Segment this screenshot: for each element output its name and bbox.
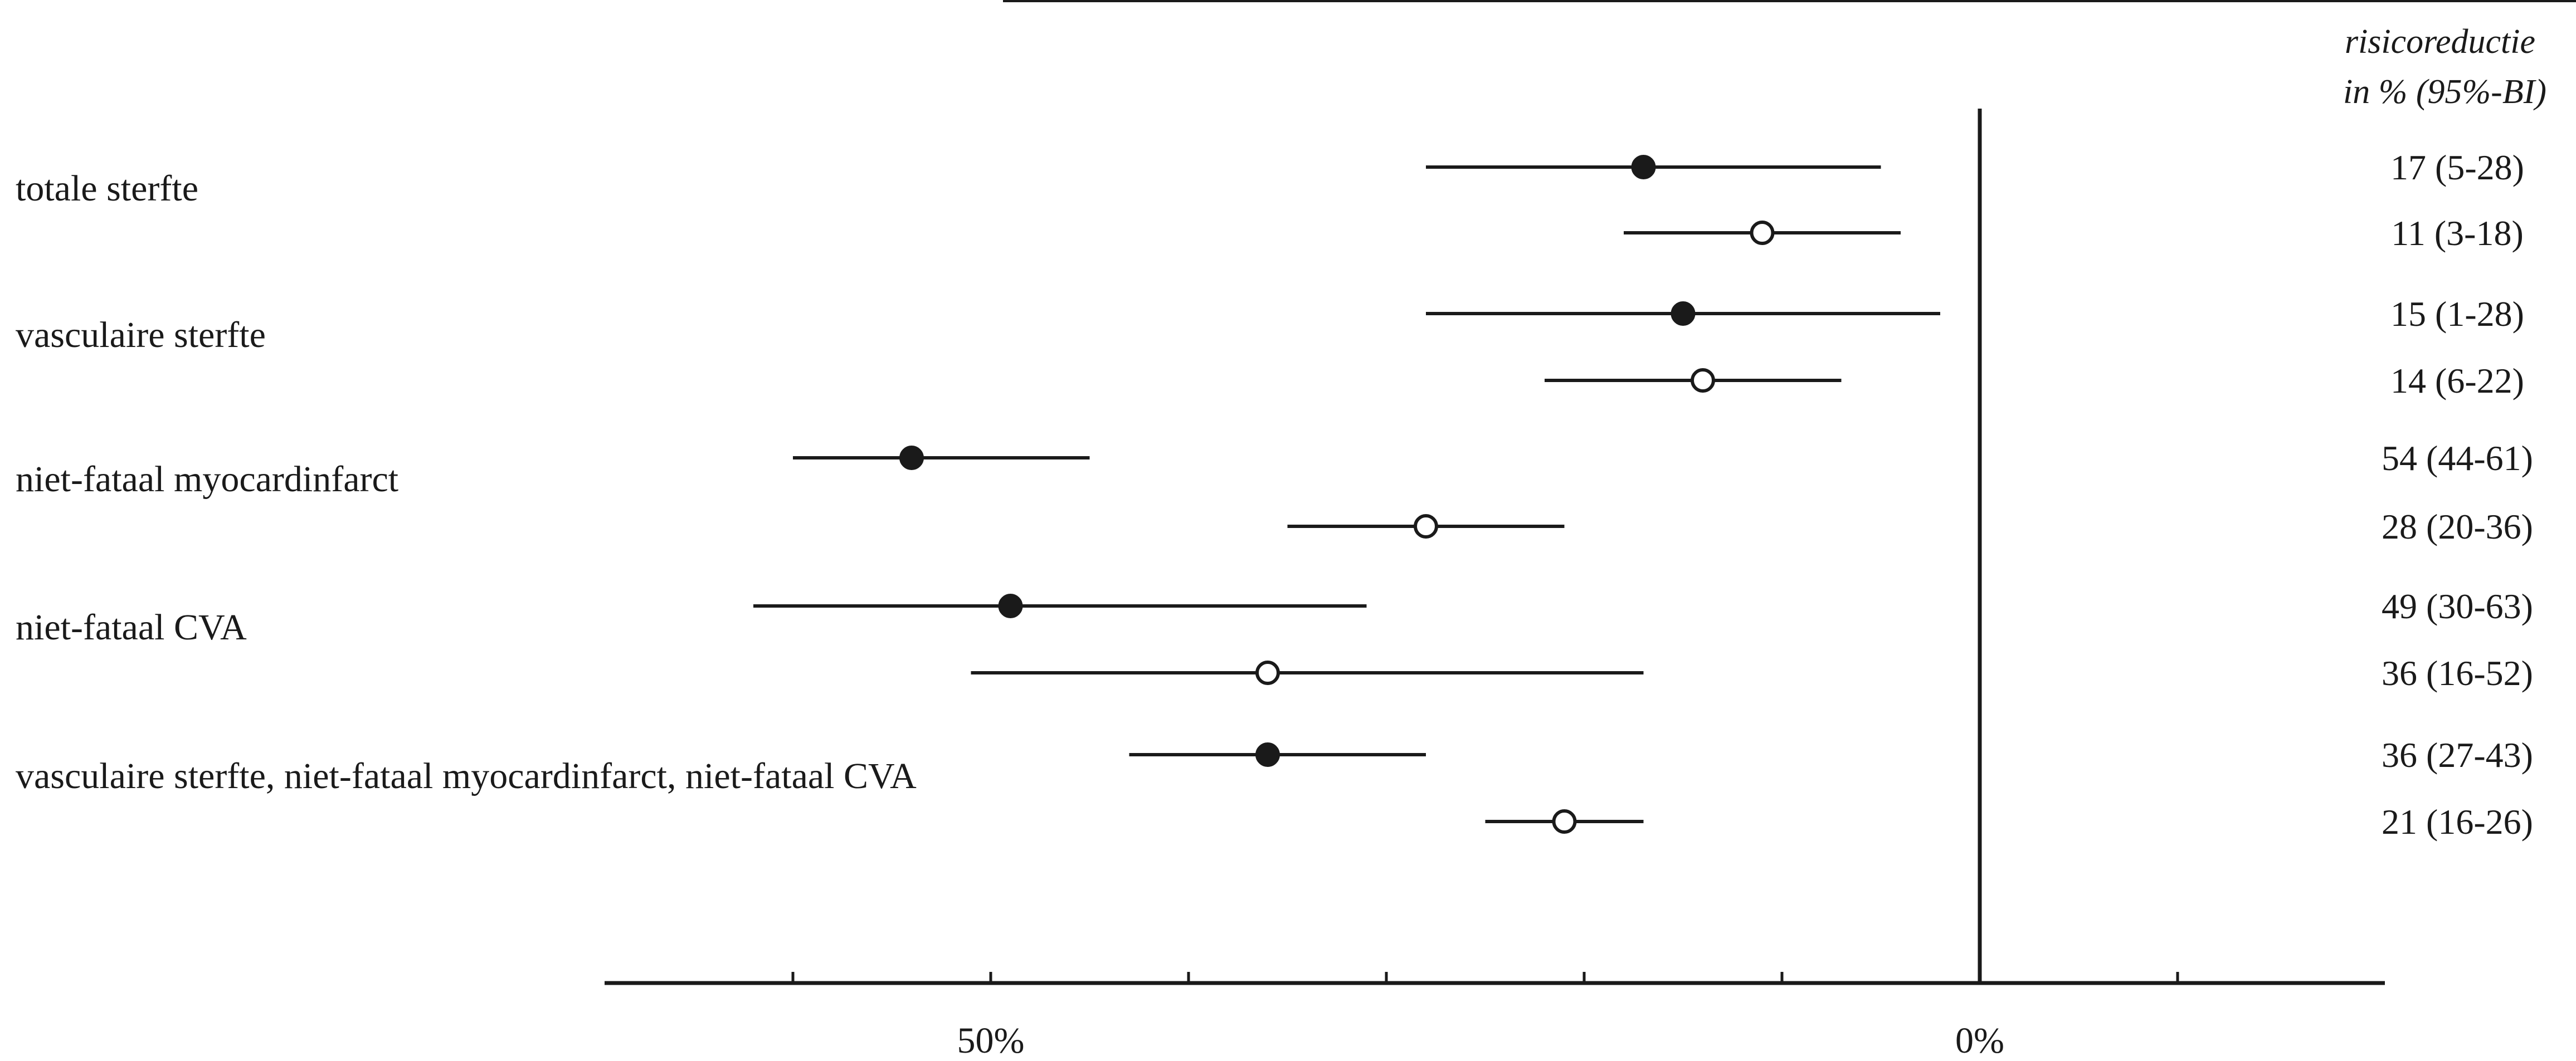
estimate-point-open: [1255, 661, 1280, 685]
risk-reduction-value: 36 (16-52): [2382, 653, 2533, 693]
risk-reduction-value: 49 (30-63): [2382, 586, 2533, 626]
plot-marks: 50% 0% totale sterfte 17 (5-28) 11 (3-18) vas…: [16, 109, 2533, 1061]
estimate-point-filled: [899, 446, 924, 470]
row-label: totale sterfte: [16, 168, 198, 209]
estimate-point-open: [1691, 368, 1715, 393]
estimate-point-open: [1750, 221, 1775, 245]
estimate-point-filled: [998, 594, 1023, 618]
risk-reduction-value: 15 (1-28): [2390, 294, 2524, 334]
x-tick-label: 0%: [1955, 1020, 2004, 1061]
risk-reduction-value: 17 (5-28): [2390, 148, 2524, 187]
risk-reduction-value: 21 (16-26): [2382, 802, 2533, 842]
risk-reduction-value: 28 (20-36): [2382, 507, 2533, 546]
x-tick-label: 50%: [957, 1020, 1025, 1061]
estimate-point-open: [1414, 514, 1438, 539]
estimate-point-filled: [1631, 155, 1656, 179]
risk-reduction-value: 11 (3-18): [2391, 213, 2524, 253]
header-line-1: risicoreductie: [2345, 23, 2535, 61]
estimate-point-filled: [1671, 301, 1696, 326]
risk-reduction-value: 54 (44-61): [2382, 438, 2533, 478]
row-label: niet-fataal myocardinfarct: [16, 459, 398, 500]
estimate-point-open: [1552, 809, 1577, 834]
risk-reduction-value: 36 (27-43): [2382, 735, 2533, 775]
estimate-point-filled: [1255, 742, 1280, 767]
risk-reduction-value: 14 (6-22): [2390, 361, 2524, 400]
row-label: vasculaire sterfte: [16, 315, 266, 355]
header-line-2: in % (95%-BI): [2343, 73, 2546, 111]
row-label: vasculaire sterfte, niet-fataal myocardi…: [16, 756, 917, 796]
row-label: niet-fataal CVA: [16, 607, 247, 648]
